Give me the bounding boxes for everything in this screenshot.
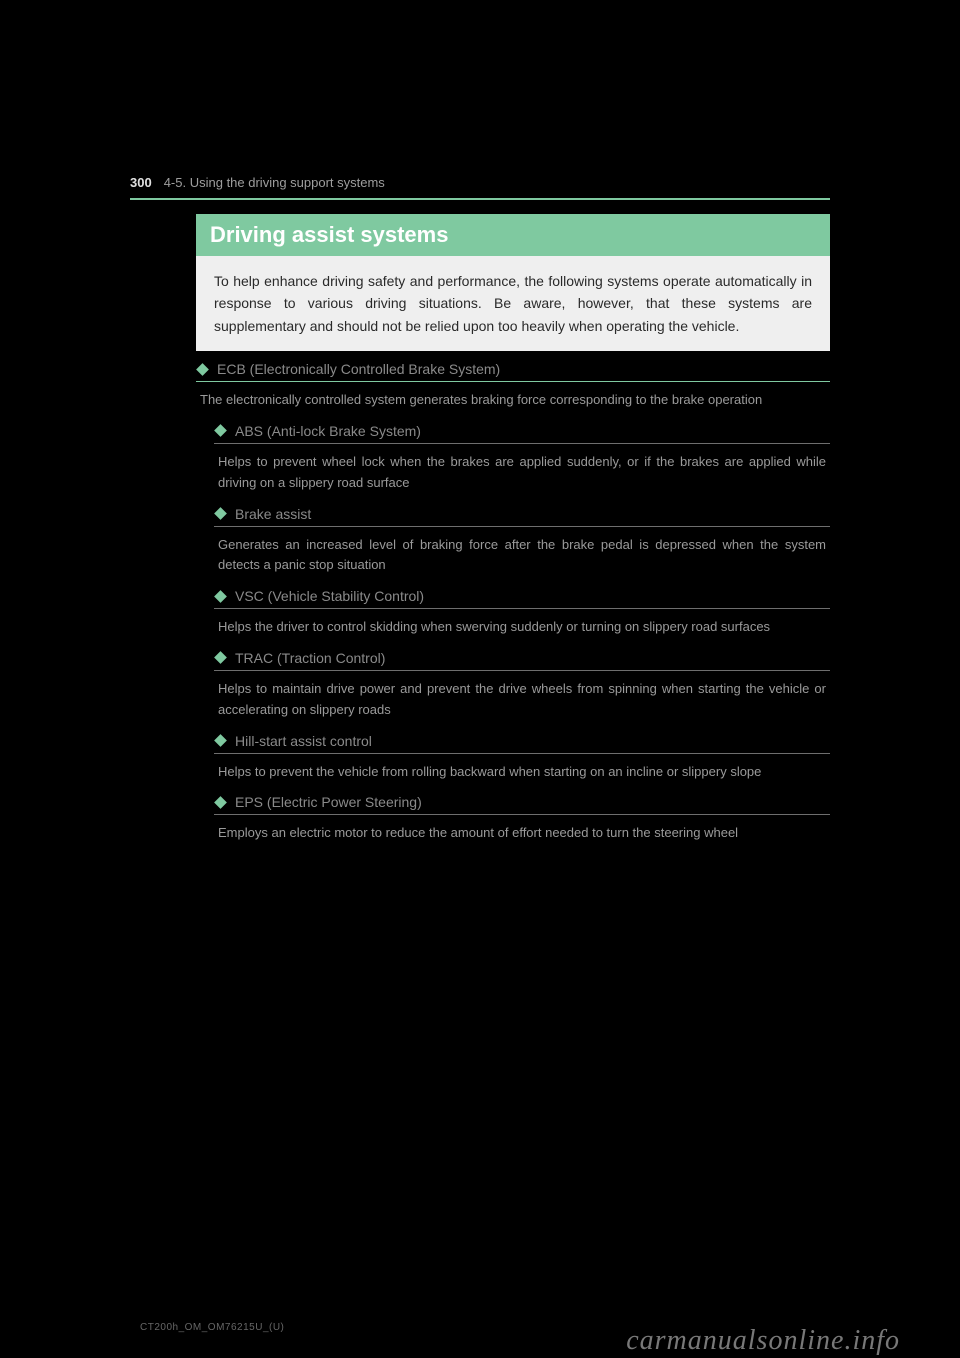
- section-title: EPS (Electric Power Steering): [235, 794, 422, 810]
- section: EPS (Electric Power Steering) Employs an …: [214, 790, 830, 844]
- section-title: TRAC (Traction Control): [235, 650, 385, 666]
- chapter-label: 4-5. Using the driving support systems: [164, 175, 385, 190]
- section-header: TRAC (Traction Control): [214, 646, 830, 671]
- section-title: ABS (Anti-lock Brake System): [235, 423, 421, 439]
- section-title: Brake assist: [235, 506, 311, 522]
- page-title: Driving assist systems: [196, 214, 830, 256]
- section-body: Employs an electric motor to reduce the …: [214, 815, 830, 844]
- section-header: Brake assist: [214, 502, 830, 527]
- diamond-icon: [214, 796, 227, 809]
- section: Brake assist Generates an increased level…: [214, 502, 830, 577]
- diamond-icon: [214, 652, 227, 665]
- section: ECB (Electronically Controlled Brake Sys…: [196, 357, 830, 411]
- intro-box: To help enhance driving safety and perfo…: [196, 256, 830, 351]
- section-title: ECB (Electronically Controlled Brake Sys…: [217, 361, 500, 377]
- watermark: carmanualsonline.info: [626, 1325, 900, 1357]
- page-container: 300 4-5. Using the driving support syste…: [130, 175, 830, 852]
- section-header: Hill-start assist control: [214, 729, 830, 754]
- section: ABS (Anti-lock Brake System) Helps to pre…: [214, 419, 830, 494]
- section-body: The electronically controlled system gen…: [196, 382, 830, 411]
- section-title: VSC (Vehicle Stability Control): [235, 588, 424, 604]
- diamond-icon: [196, 363, 209, 376]
- section-header: VSC (Vehicle Stability Control): [214, 584, 830, 609]
- section-header: ABS (Anti-lock Brake System): [214, 419, 830, 444]
- sections-container: ECB (Electronically Controlled Brake Sys…: [130, 357, 830, 844]
- section-title: Hill-start assist control: [235, 733, 372, 749]
- section-body: Helps to prevent wheel lock when the bra…: [214, 444, 830, 494]
- intro-text: To help enhance driving safety and perfo…: [214, 273, 812, 334]
- diamond-icon: [214, 590, 227, 603]
- section: VSC (Vehicle Stability Control) Helps the…: [214, 584, 830, 638]
- diamond-icon: [214, 734, 227, 747]
- section-body: Helps to prevent the vehicle from rollin…: [214, 754, 830, 783]
- header-rule: [130, 198, 830, 200]
- diamond-icon: [214, 507, 227, 520]
- diamond-icon: [214, 425, 227, 438]
- section-header: ECB (Electronically Controlled Brake Sys…: [196, 357, 830, 382]
- section-header: EPS (Electric Power Steering): [214, 790, 830, 815]
- footer-code: CT200h_OM_OM76215U_(U): [140, 1322, 284, 1333]
- page-header: 300 4-5. Using the driving support syste…: [130, 175, 830, 190]
- section: TRAC (Traction Control) Helps to maintain…: [214, 646, 830, 721]
- page-number: 300: [130, 175, 152, 190]
- section-body: Generates an increased level of braking …: [214, 527, 830, 577]
- section-body: Helps the driver to control skidding whe…: [214, 609, 830, 638]
- section-body: Helps to maintain drive power and preven…: [214, 671, 830, 721]
- section: Hill-start assist control Helps to preven…: [214, 729, 830, 783]
